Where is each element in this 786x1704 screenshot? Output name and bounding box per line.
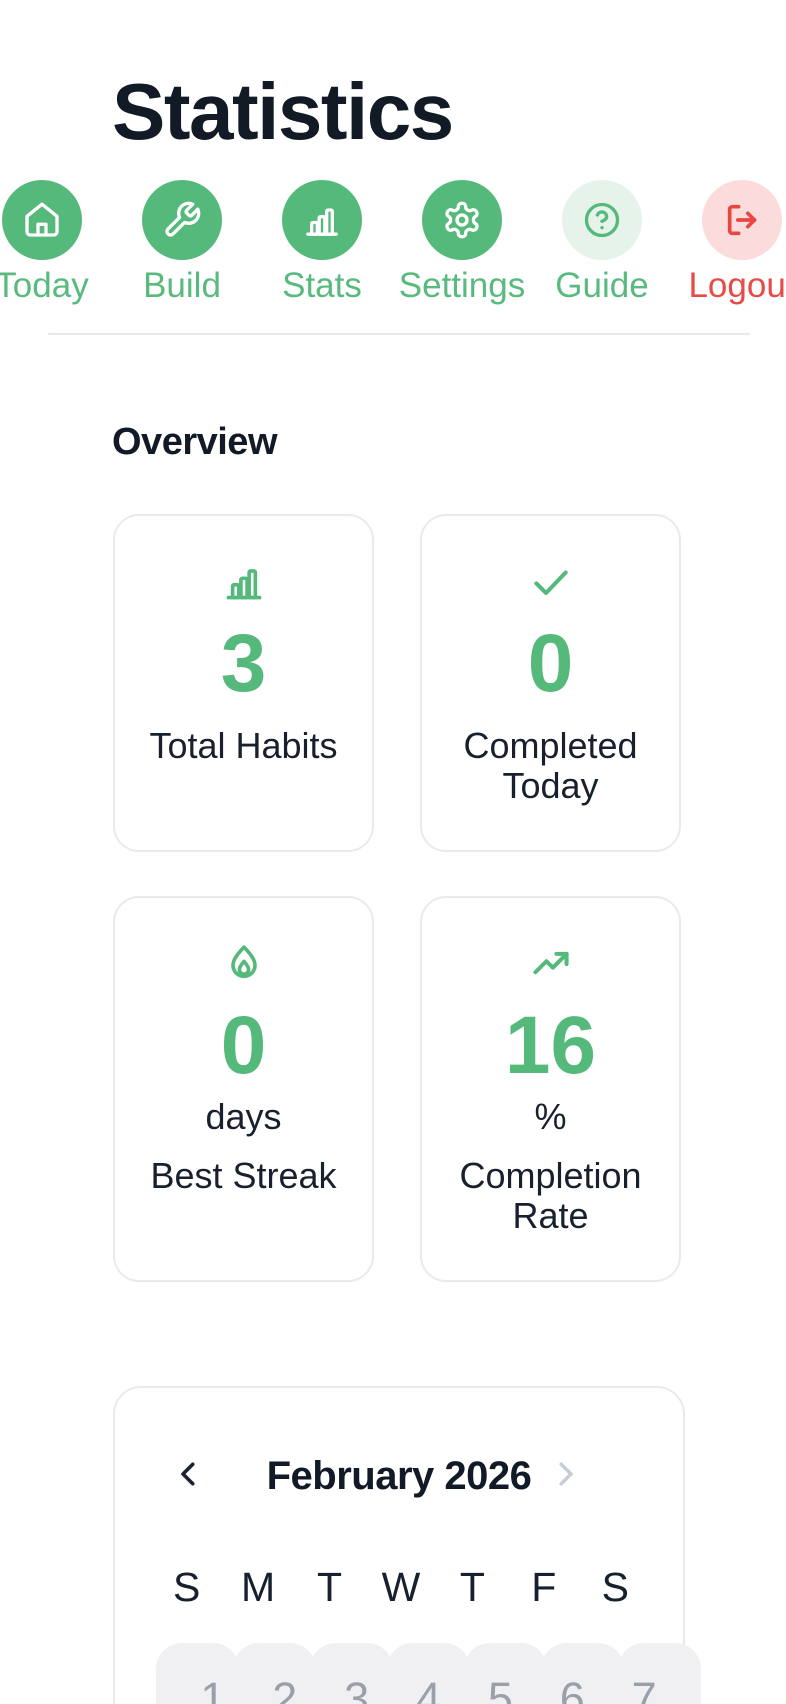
week-band-cell (156, 1643, 239, 1704)
nav-label-today[interactable]: Today (0, 266, 89, 305)
day-header: S (601, 1564, 629, 1610)
stat-card-completion-rate: 16 % Completion Rate (420, 896, 681, 1282)
stats-grid: 3 Total Habits 0 Completed Today 0 days … (113, 514, 681, 1282)
stat-label: Completed Today (463, 725, 638, 806)
calendar-day[interactable]: 7 (631, 1673, 657, 1704)
logout-icon[interactable] (702, 180, 782, 260)
prev-month-button[interactable] (167, 1454, 211, 1498)
check-icon (529, 560, 573, 604)
gear-icon[interactable] (422, 180, 502, 260)
nav-divider (48, 333, 750, 335)
calendar-week-band (156, 1643, 701, 1704)
week-band-cell (618, 1643, 701, 1704)
calendar-header: February 2026 (115, 1444, 683, 1508)
stat-value: 0 (220, 1000, 267, 1091)
nav-label-settings[interactable]: Settings (398, 266, 526, 305)
day-header: S (173, 1564, 201, 1610)
calendar-month-label: February 2026 (266, 1454, 532, 1498)
week-band-cell (233, 1643, 316, 1704)
nav-item-stats[interactable]: Stats (252, 180, 392, 306)
overview-heading: Overview (112, 421, 278, 463)
stat-value: 16 (504, 1000, 597, 1091)
calendar-day[interactable]: 6 (559, 1673, 585, 1704)
home-icon[interactable] (2, 180, 82, 260)
trending-up-icon (529, 942, 573, 986)
stat-label: Completion Rate (459, 1155, 642, 1236)
nav-item-settings[interactable]: Settings (392, 180, 532, 306)
nav-item-logout[interactable]: Logout (672, 180, 786, 306)
bar-chart-icon[interactable] (282, 180, 362, 260)
main-nav: Today Build Stats Settings (0, 180, 786, 306)
stat-label: Best Streak (150, 1155, 337, 1196)
week-band-cell (541, 1643, 624, 1704)
stat-card-total-habits: 3 Total Habits (113, 514, 374, 852)
stat-label: Total Habits (149, 725, 338, 766)
calendar-week-row: 1 2 3 4 5 6 7 (177, 1676, 680, 1704)
day-header: T (317, 1564, 343, 1610)
stat-card-best-streak: 0 days Best Streak (113, 896, 374, 1282)
stat-unit: days (205, 1096, 282, 1137)
day-header: T (459, 1564, 485, 1610)
nav-item-guide[interactable]: Guide (532, 180, 672, 306)
day-header: W (381, 1564, 421, 1610)
stat-unit: % (534, 1096, 567, 1137)
week-band-cell (464, 1643, 547, 1704)
nav-label-logout[interactable]: Logout (688, 266, 786, 305)
calendar-card: February 2026 S M T W T F S (113, 1386, 701, 1704)
week-band-cell (387, 1643, 470, 1704)
next-month-button[interactable] (543, 1454, 587, 1498)
chevron-left-icon (171, 1456, 207, 1497)
nav-item-today[interactable]: Today (0, 180, 112, 306)
nav-label-build[interactable]: Build (143, 266, 221, 305)
help-icon[interactable] (562, 180, 642, 260)
calendar-day-headers: S M T W T F S (151, 1564, 651, 1610)
calendar-day[interactable]: 5 (487, 1673, 513, 1704)
bar-chart-icon (222, 560, 266, 604)
calendar-day[interactable]: 3 (344, 1673, 370, 1704)
flame-icon (222, 942, 266, 986)
nav-label-guide[interactable]: Guide (555, 266, 649, 305)
calendar-day[interactable]: 4 (415, 1673, 442, 1704)
chevron-right-icon (547, 1456, 583, 1497)
week-band-cell (310, 1643, 393, 1704)
stat-value: 0 (527, 618, 574, 709)
page-title: Statistics (112, 67, 454, 156)
nav-label-stats[interactable]: Stats (282, 266, 362, 305)
nav-item-build[interactable]: Build (112, 180, 252, 306)
day-header: M (241, 1564, 276, 1610)
stat-card-completed-today: 0 Completed Today (420, 514, 681, 852)
nav-track: Today Build Stats Settings (0, 180, 786, 306)
day-header: F (531, 1564, 557, 1610)
wrench-icon[interactable] (142, 180, 222, 260)
stat-value: 3 (220, 618, 267, 709)
calendar-day[interactable]: 2 (272, 1673, 298, 1704)
calendar-day[interactable]: 1 (200, 1673, 226, 1704)
